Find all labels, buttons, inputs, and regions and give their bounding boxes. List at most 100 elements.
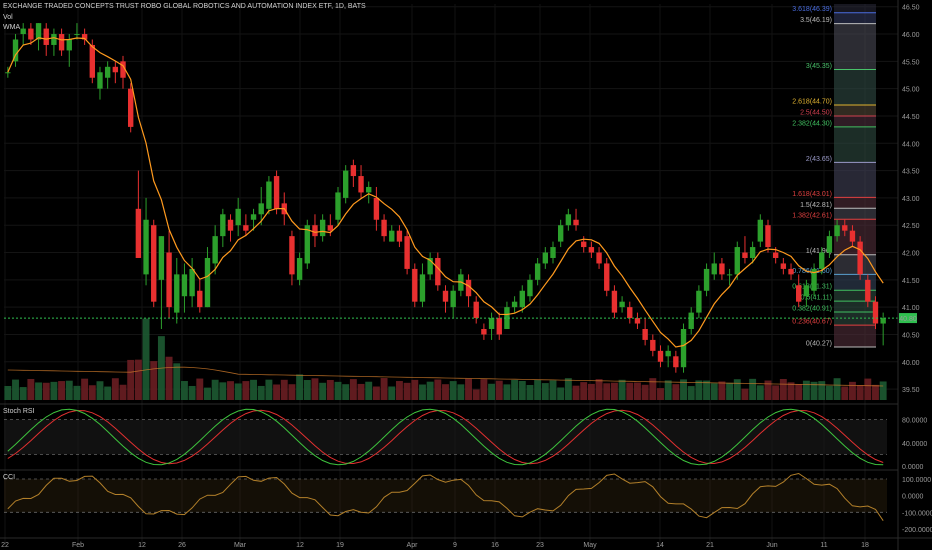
volume-bar [649,378,657,400]
fib-band [834,69,876,106]
volume-bar [526,384,534,400]
date-tick-label: 9 [453,542,457,549]
volume-bar [349,379,357,400]
price-candles[interactable] [5,23,886,373]
candle-body [849,230,856,242]
candle-body [235,208,241,226]
candle-body [826,236,833,253]
candle-body [151,225,157,302]
fib-band [834,12,876,24]
candle-body [304,225,310,264]
candle-body [596,252,602,264]
volume-bar [196,378,204,400]
cci-tick-label: 100.0000 [902,477,931,484]
volume-bar [541,383,549,400]
stoch-rsi-label[interactable]: Stoch RSI [3,408,35,415]
candle-body [796,285,802,302]
date-tick-label: 11 [820,542,827,549]
candle-body [657,350,664,362]
candle-body [757,219,763,242]
date-tick-label: Apr [407,542,419,549]
candle-body [742,252,748,258]
volume-bar [303,380,311,400]
volume-bar [142,318,150,400]
price-tick-label: 40.50 [902,332,920,339]
candle-body [650,339,656,351]
fib-level-label: 1(41.96) [806,248,832,255]
candle-body [488,318,495,329]
volume-bar [756,385,764,400]
candle-body [20,28,26,35]
stoch-k-line [7,408,884,466]
candle-body [811,268,817,291]
candle-body [327,225,334,231]
volume-bar [273,384,281,400]
price-tick-label: 40.00 [902,360,920,367]
volume-bar [180,381,188,400]
fib-level-label: 3(45.35) [806,63,832,70]
volume-bar [19,387,27,400]
candle-body [473,301,479,319]
volume-bar [657,388,664,400]
volume-bar [365,381,373,400]
candle-body [12,39,19,62]
cci-tick-label: -100.0000 [902,510,932,517]
volume-bar [703,380,711,400]
volume-bar [749,378,757,400]
volume-label: Vol [3,14,13,21]
price-tick-label: 42.00 [902,251,920,258]
volume-bar [88,385,96,400]
volume-bar [480,379,488,400]
stoch-tick-label: 80.0000 [902,418,927,425]
volume-bar [587,383,595,400]
volume-bar [833,378,841,400]
fib-band [834,301,876,313]
candle-body [834,225,840,237]
candle-body [788,268,794,275]
volume-bar [557,387,565,400]
date-tick-label: 26 [178,542,186,549]
candle-body [634,318,641,324]
volume-bar [73,385,81,400]
candle-body [642,328,648,340]
candle-body [465,279,472,297]
cci-label[interactable]: CCI [3,474,16,481]
volume-bar [764,380,772,400]
volume-bar [810,381,818,400]
price-tick-label: 45.50 [902,59,920,66]
candle-body [511,301,518,308]
volume-bar [150,361,158,400]
candle-body [627,307,633,319]
fib-level-label: 1.382(42.61) [792,213,832,220]
volume-bar [434,379,442,400]
fib-level-label: 0.382(40.91) [792,306,832,313]
fib-band [834,290,876,302]
candle-body [166,252,172,308]
candle-body [197,290,203,308]
fib-level-label: 3.618(46.39) [792,6,832,13]
volume-bar [864,378,872,400]
candle-body [204,257,211,308]
volume-bar [81,378,89,400]
fib-band [834,162,876,198]
volume-bar [680,379,687,400]
candle-body [312,225,318,237]
candle-body [726,274,733,276]
candle-body [250,214,257,220]
candle-body [258,203,264,215]
fib-level-label: 2.5(44.50) [800,109,832,116]
volume-bar [426,381,434,400]
candle-body [673,356,679,368]
volume-bar [610,382,618,400]
date-tick-label: 19 [336,542,344,549]
last-price-line: 40.80 [4,313,917,324]
candle-body [289,236,295,275]
volume-bar [357,383,365,400]
volume-bar [257,385,265,400]
volume-ma-line [7,366,884,387]
wma-path [7,37,884,348]
candle-body [565,214,572,226]
volume-bar [641,384,649,400]
volume-bar [687,386,695,400]
